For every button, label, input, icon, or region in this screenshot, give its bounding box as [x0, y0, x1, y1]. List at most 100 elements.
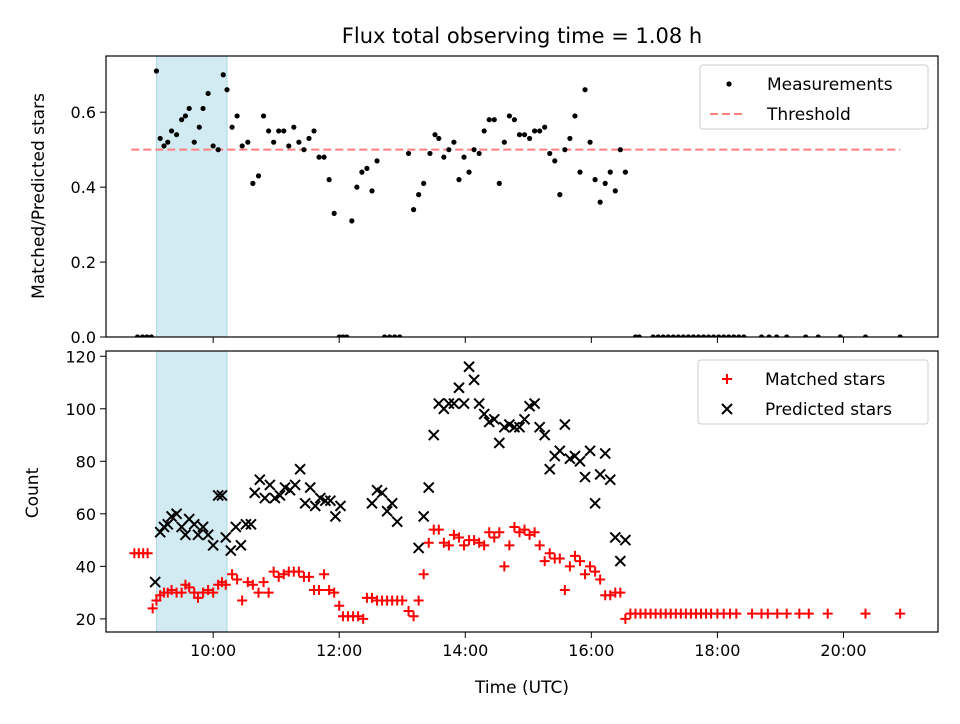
measurement-point: [451, 139, 457, 145]
measurement-point: [239, 143, 245, 149]
matched-star-point: [208, 587, 219, 598]
y-tick-label: 20: [76, 610, 96, 629]
matched-star-point: [803, 608, 814, 619]
measurement-point: [567, 135, 573, 142]
predicted-star-point: [309, 500, 321, 512]
predicted-star-point: [304, 481, 316, 494]
measurement-point: [196, 124, 202, 130]
measurement-point: [173, 132, 180, 138]
matched-star-point: [220, 579, 231, 590]
measurement-point: [577, 169, 583, 175]
measurement-point: [349, 218, 355, 224]
predicted-star-point: [584, 445, 596, 457]
measurement-point: [774, 334, 780, 337]
measurement-point: [271, 139, 277, 145]
predicted-star-point: [264, 479, 276, 491]
predicted-star-point: [428, 429, 440, 441]
measurement-point: [427, 150, 433, 157]
predicted-star-point: [319, 494, 332, 507]
predicted-star-point: [381, 505, 393, 517]
measurement-point: [741, 334, 747, 337]
matched-star-point: [448, 529, 459, 540]
predicted-star-point: [599, 447, 611, 460]
predicted-star-point: [614, 555, 627, 567]
measurement-point: [731, 334, 737, 337]
predicted-star-point: [391, 515, 403, 528]
matched-star-point: [253, 587, 264, 598]
measurement-point: [224, 87, 230, 93]
predicted-star-point: [197, 521, 209, 533]
measurement-point: [234, 113, 240, 119]
measurement-point: [139, 334, 146, 337]
measurement-point: [245, 139, 251, 145]
x-axis-label: Time (UTC): [474, 678, 569, 698]
legend-label: Threshold: [766, 105, 851, 125]
measurement-point: [200, 105, 206, 112]
measurement-point: [306, 135, 312, 142]
measurement-point: [186, 105, 192, 112]
legend-matched-marker: [722, 374, 732, 384]
predicted-star-point: [417, 510, 430, 523]
measurement-point: [572, 113, 578, 119]
measurement-point: [803, 334, 809, 337]
measurement-point: [432, 132, 438, 138]
predicted-star-point: [619, 534, 632, 546]
predicted-star-point: [230, 521, 242, 533]
measurement-point: [220, 72, 226, 78]
measurement-point: [617, 147, 623, 153]
measurement-point: [766, 334, 772, 337]
x-tick-label: 16:00: [568, 641, 614, 660]
predicted-star-point: [423, 481, 435, 494]
matched-star-point: [772, 608, 783, 619]
measurement-point: [344, 334, 350, 337]
predicted-star-point: [376, 487, 388, 499]
plot-area: [129, 351, 906, 632]
predicted-star-point: [149, 576, 161, 588]
measurement-point: [501, 139, 507, 145]
measurement-point: [537, 128, 543, 134]
measurement-point: [650, 334, 656, 337]
matched-star-point: [273, 571, 284, 582]
measurement-point: [862, 334, 869, 337]
matched-star-point: [413, 595, 424, 606]
measurement-point: [405, 150, 412, 157]
measurement-point: [532, 128, 538, 134]
measurement-point: [815, 334, 821, 337]
measurement-point: [301, 147, 307, 153]
matched-star-point: [278, 569, 289, 580]
predicted-star-point: [463, 361, 475, 373]
measurement-point: [526, 135, 533, 142]
measurement-point: [491, 117, 497, 123]
x-tick-label: 14:00: [442, 641, 488, 660]
predicted-star-point: [473, 397, 485, 410]
legend: Matched stars Predicted stars: [697, 359, 929, 425]
observing-window-span: [155, 56, 228, 337]
predicted-star-point: [604, 473, 616, 486]
predicted-star-point: [299, 497, 311, 510]
predicted-star-point: [170, 508, 183, 520]
matched-star-point: [459, 540, 470, 551]
measurement-point: [784, 334, 790, 337]
measurement-point: [157, 135, 163, 142]
measurement-point: [466, 169, 472, 175]
measurement-point: [311, 128, 317, 134]
bottom-y-axis-label: Count: [23, 467, 43, 518]
measurement-point: [592, 177, 598, 183]
measurement-point: [897, 334, 903, 337]
predicted-star-point: [544, 463, 556, 475]
matched-star-point: [731, 608, 742, 619]
measurement-point: [410, 207, 417, 213]
matched-star-point: [176, 587, 187, 598]
matched-star-point: [569, 550, 580, 561]
measurement-point: [685, 334, 691, 337]
predicted-star-point: [533, 421, 546, 433]
measurement-point: [506, 113, 512, 119]
measurement-point: [516, 132, 523, 138]
matched-star-point: [408, 611, 419, 622]
measurement-point: [705, 334, 712, 337]
predicted-star-point: [574, 455, 586, 468]
x-tick-label: 12:00: [316, 641, 362, 660]
matched-star-point: [499, 561, 510, 572]
measurement-point: [655, 334, 661, 337]
matched-star-point: [895, 608, 906, 619]
